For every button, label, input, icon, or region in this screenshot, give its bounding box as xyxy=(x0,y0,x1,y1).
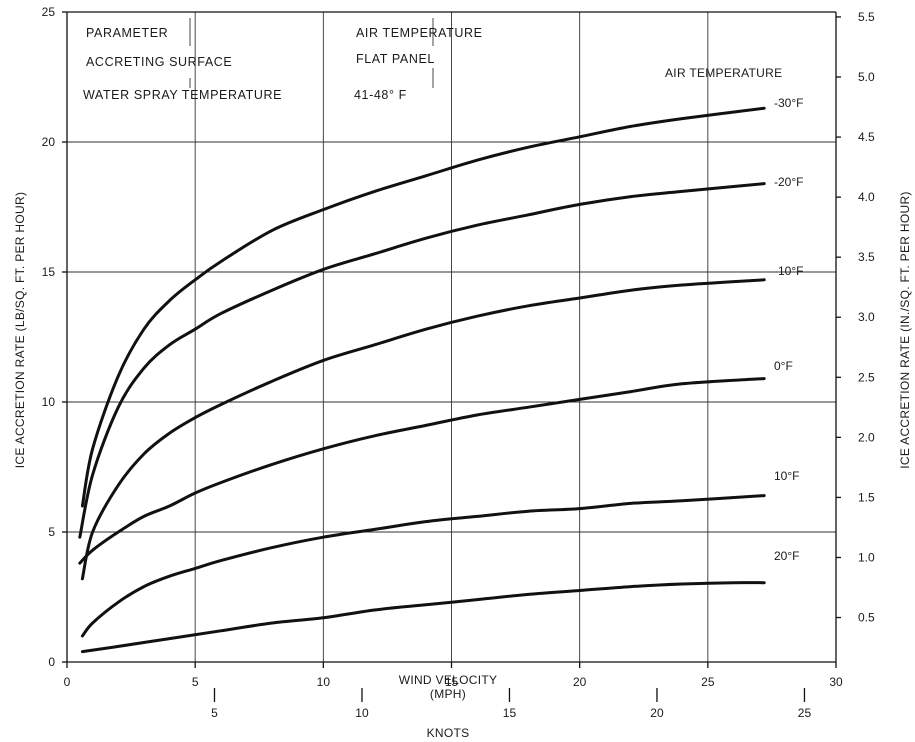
y-right-tick-label-2.0: 2.0 xyxy=(858,430,875,444)
parameter-notes: PARAMETER AIR TEMPERATURE ACCRETING SURF… xyxy=(83,26,782,102)
y-right-tick-label-1.0: 1.0 xyxy=(858,550,875,564)
knots-tick-label-25: 25 xyxy=(798,706,812,720)
series-label-2: -10°F xyxy=(774,264,803,278)
x-axis-label-line-1: WIND VELOCITY xyxy=(399,673,498,687)
y-axis-label: ICE ACCRETION RATE (LB/SQ. FT. PER HOUR) xyxy=(13,192,27,468)
series-label-1: -20°F xyxy=(774,175,803,189)
y-right-tick-label-1.5: 1.5 xyxy=(858,490,875,504)
y-tick-label-20: 20 xyxy=(42,135,56,149)
x-tick-label-20: 20 xyxy=(573,675,587,689)
y-right-tick-label-2.5: 2.5 xyxy=(858,370,875,384)
series-label-3: 0°F xyxy=(774,359,793,373)
x-axis-label-line-2: (MPH) xyxy=(430,687,466,701)
series-label-5: 20°F xyxy=(774,549,799,563)
x-axis-label: WIND VELOCITY (MPH) xyxy=(399,673,498,701)
plot-frame xyxy=(62,11,841,702)
y-right-tick-label-3.0: 3.0 xyxy=(858,310,875,324)
series-line-2 xyxy=(80,278,766,581)
knots-tick-label-20: 20 xyxy=(650,706,664,720)
series-line-3 xyxy=(78,377,766,565)
y-tick-label-0: 0 xyxy=(48,655,55,669)
y-tick-label-10: 10 xyxy=(42,395,56,409)
tick-labels: 0 5 10 15 20 25 30 5 10 15 20 25 0 5 10 15 20 25 0.5 1.0 1.5… xyxy=(42,5,875,720)
series-label-4: 10°F xyxy=(774,469,799,483)
series-line-0 xyxy=(80,106,766,508)
legend-title: AIR TEMPERATURE xyxy=(665,66,782,80)
y-right-tick-label-4.5: 4.5 xyxy=(858,130,875,144)
y-right-tick-label-0.5: 0.5 xyxy=(858,611,875,625)
series-curves xyxy=(78,106,766,654)
y-tick-label-5: 5 xyxy=(48,525,55,539)
note-label-parameter: PARAMETER xyxy=(86,26,168,40)
y-right-tick-label-4.0: 4.0 xyxy=(858,190,875,204)
curve-labels: -30°F -20°F -10°F 0°F 10°F 20°F xyxy=(774,96,803,563)
y-tick-label-25: 25 xyxy=(42,5,56,19)
x-tick-label-0: 0 xyxy=(64,675,71,689)
x-axis-label-knots: KNOTS xyxy=(427,726,470,740)
knots-tick-label-5: 5 xyxy=(211,706,218,720)
note-label-surface: ACCRETING SURFACE xyxy=(86,55,232,69)
y-tick-label-15: 15 xyxy=(42,265,56,279)
x-tick-label-10: 10 xyxy=(317,675,331,689)
x-tick-label-15: 15 xyxy=(445,675,459,689)
y-axis-label-right: ICE ACCRETION RATE (IN./SQ. FT. PER HOUR… xyxy=(898,191,912,468)
note-label-spray: WATER SPRAY TEMPERATURE xyxy=(83,88,282,102)
y-right-tick-label-3.5: 3.5 xyxy=(858,250,875,264)
grid xyxy=(67,12,836,662)
x-tick-label-30: 30 xyxy=(829,675,843,689)
y-right-tick-label-5.5: 5.5 xyxy=(858,10,875,24)
knots-tick-label-10: 10 xyxy=(355,706,369,720)
x-tick-label-5: 5 xyxy=(192,675,199,689)
note-value-spray: 41-48° F xyxy=(354,88,407,102)
knots-tick-label-15: 15 xyxy=(503,706,517,720)
x-tick-label-25: 25 xyxy=(701,675,715,689)
series-line-4 xyxy=(80,494,766,638)
series-line-1 xyxy=(78,182,766,539)
series-line-5 xyxy=(80,581,766,654)
series-label-0: -30°F xyxy=(774,96,803,110)
y-right-tick-label-5.0: 5.0 xyxy=(858,70,875,84)
note-value-parameter: AIR TEMPERATURE xyxy=(356,26,483,40)
note-value-surface: FLAT PANEL xyxy=(356,52,435,66)
